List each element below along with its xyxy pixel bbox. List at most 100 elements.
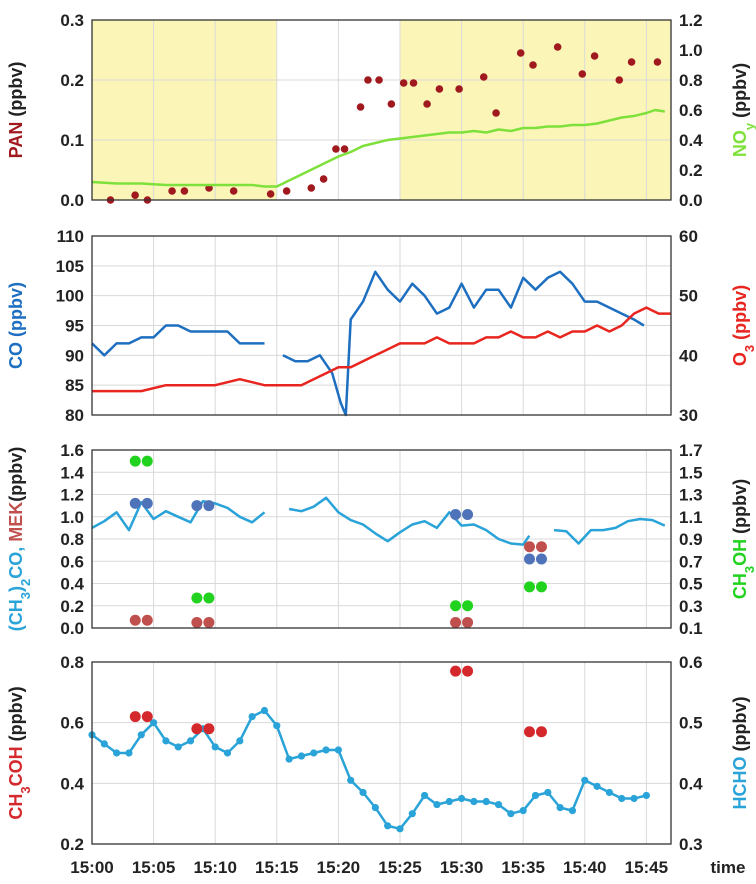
data-series: [88, 43, 671, 833]
right-tick-label: 40: [679, 346, 698, 365]
x-tick-label: 15:40: [563, 858, 606, 877]
left-axis-label-4: CH3COH (ppbv): [6, 686, 33, 819]
right-axis-label-1: NOy (ppbv): [730, 63, 756, 157]
left-tick-label: 105: [56, 257, 84, 276]
left-tick-label: 0.0: [60, 619, 84, 638]
marker-hcho: [408, 810, 416, 818]
marker-hcho: [531, 791, 540, 800]
left-tick-label: 0.4: [60, 774, 84, 793]
marker-hcho: [544, 788, 552, 797]
right-tick-label: 0.4: [679, 774, 703, 793]
left-tick-label: 90: [65, 346, 84, 365]
marker-hcho: [149, 719, 158, 727]
right-tick-label: 0.8: [679, 71, 703, 90]
series-line-hcho: [91, 709, 647, 831]
left-tick-label: 1.2: [60, 486, 84, 505]
left-tick-label: 100: [56, 287, 84, 306]
left-axis-label-3-part: 3: [18, 592, 33, 599]
x-axis-label: time: [711, 858, 746, 877]
x-tick-label: 15:20: [317, 858, 360, 877]
shaded-regions: [92, 20, 671, 200]
point-pan: [131, 191, 139, 199]
marker-hcho: [162, 737, 170, 745]
marker-hcho: [494, 800, 503, 809]
panel-frames: [91, 19, 672, 845]
right-tick-label: 0.2: [679, 161, 703, 180]
right-tick-label: 0.7: [679, 552, 703, 571]
marker-hcho: [223, 749, 232, 757]
right-tick-label: 0.9: [679, 530, 703, 549]
marker-hcho: [334, 746, 342, 754]
point-pan: [180, 187, 189, 195]
right-tick-label: 1.3: [679, 486, 703, 505]
point-pan: [364, 76, 372, 84]
x-tick-label: 15:15: [255, 858, 298, 877]
point-mek_red: [129, 614, 141, 626]
point-acetone_mek_blue: [523, 553, 535, 565]
marker-hcho: [100, 740, 108, 748]
left-tick-label: 1.6: [60, 441, 84, 460]
left-tick-label: 1.4: [60, 463, 84, 482]
right-axis-label-3-part: 3: [742, 566, 756, 573]
point-ch3coh: [523, 726, 535, 738]
left-axis-label-4-part: (ppbv): [6, 686, 26, 746]
point-pan: [590, 52, 599, 60]
right-axis-label-1-part: y: [742, 122, 756, 130]
point-mek_red: [450, 616, 462, 628]
marker-hcho: [260, 706, 269, 715]
left-tick-label: 0.3: [60, 11, 84, 30]
left-tick-label: 95: [65, 317, 84, 336]
left-axis-label-4-part: 3: [18, 786, 33, 793]
point-mek_red: [203, 616, 215, 628]
point-pan: [455, 85, 463, 93]
left-tick-label: 110: [57, 227, 84, 246]
right-tick-label: 0.5: [679, 575, 703, 594]
x-tick-label: 15:05: [132, 858, 175, 877]
point-acetone_mek_blue: [129, 497, 141, 509]
point-pan: [516, 49, 525, 57]
series-line-hcho: [288, 496, 531, 546]
point-mek_red: [141, 614, 153, 626]
point-pan: [332, 145, 340, 153]
point-acetone_mek_blue: [141, 497, 153, 509]
right-axis-label-4-part: (ppbv): [730, 697, 750, 757]
left-axis-label-3-part: MEK: [6, 502, 26, 542]
right-tick-label: 60: [679, 227, 698, 246]
right-axis-label-2-part: 3: [742, 345, 756, 352]
point-acetone_mek_blue: [203, 500, 215, 512]
marker-hcho: [384, 822, 392, 830]
right-axis-label-3-part: CH: [730, 573, 750, 599]
point-methanol: [523, 581, 535, 593]
x-tick-label: 15:25: [378, 858, 421, 877]
marker-hcho: [421, 791, 429, 800]
left-tick-label: 0.2: [60, 835, 84, 854]
panel-frame-3: [91, 449, 672, 629]
left-tick-label: 0.1: [60, 131, 84, 150]
marker-hcho: [310, 749, 318, 757]
point-ch3coh: [462, 665, 474, 677]
point-pan: [307, 184, 316, 192]
marker-hcho: [396, 825, 404, 833]
left-axis-label-3-part: 2: [18, 579, 33, 586]
right-tick-label: 0.6: [679, 653, 703, 672]
left-axis-label-3-part: (ppbv): [6, 447, 26, 502]
series-line-o3: [92, 306, 671, 393]
left-axis-label-3: (CH3)2CO, MEK(ppbv): [6, 447, 33, 631]
marker-hcho: [347, 776, 355, 784]
point-pan: [553, 43, 562, 51]
point-pan: [627, 58, 636, 66]
series-line-noy: [91, 108, 665, 188]
point-acetone_mek_blue: [191, 500, 203, 512]
right-axis-label-1-part: NO: [730, 130, 750, 157]
series-line-co: [91, 324, 265, 357]
left-tick-label: 0.6: [60, 714, 84, 733]
left-axis-label-2-part: (ppbv): [6, 282, 26, 342]
right-tick-label: 0.5: [679, 714, 703, 733]
point-mek_red: [535, 541, 547, 553]
left-tick-label: 0.2: [60, 597, 84, 616]
marker-hcho: [297, 752, 306, 760]
point-methanol: [191, 592, 203, 604]
left-axis-label-4-part: CH: [6, 794, 26, 820]
left-tick-label: 80: [65, 406, 84, 425]
